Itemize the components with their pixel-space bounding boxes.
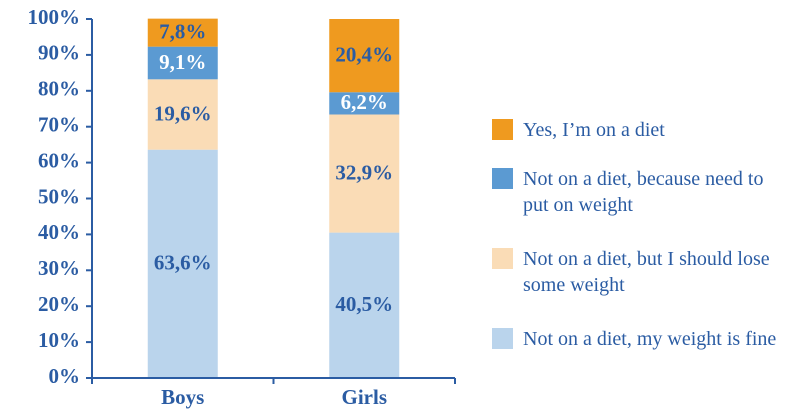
data-label: 32,9% [335, 160, 393, 184]
legend-swatch [492, 248, 513, 269]
legend-swatch [492, 119, 513, 140]
bar-segment [147, 79, 218, 150]
y-tick-label: 50% [38, 184, 80, 208]
bar-segment [329, 114, 400, 233]
legend-item: Not on a diet, my weight is fine [492, 326, 792, 352]
y-tick-label: 30% [38, 256, 80, 280]
legend-label: Not on a diet, because need to put on we… [523, 168, 764, 216]
data-label: 6,2% [341, 90, 388, 114]
data-label: 19,6% [154, 101, 212, 125]
legend-item: Yes, I’m on a diet [492, 117, 792, 143]
y-tick-label: 10% [38, 328, 80, 352]
legend-label: Not on a diet, my weight is fine [523, 328, 777, 350]
legend-label: Not on a diet, but I should lose some we… [523, 248, 770, 296]
legend-item: Not on a diet, but I should lose some we… [492, 246, 792, 298]
bar-segment [329, 19, 400, 93]
legend-label: Yes, I’m on a diet [523, 119, 665, 141]
bar-segment [147, 149, 218, 378]
data-label: 7,8% [159, 19, 206, 43]
y-tick-label: 60% [38, 148, 80, 172]
data-label: 20,4% [335, 42, 393, 66]
legend-swatch [492, 328, 513, 349]
y-tick-label: 70% [38, 113, 80, 137]
y-tick-label: 80% [38, 77, 80, 101]
y-tick-label: 20% [38, 292, 80, 316]
legend-swatch [492, 168, 513, 189]
y-tick-label: 40% [38, 220, 80, 244]
bar-segment [329, 92, 400, 115]
y-tick-label: 90% [38, 41, 80, 65]
bar-segment [329, 232, 400, 378]
bar-segment [147, 46, 218, 80]
data-label: 9,1% [159, 50, 206, 74]
legend: Yes, I’m on a diet Not on a diet, because… [492, 0, 792, 410]
y-tick-label: 0% [49, 364, 81, 388]
legend-item: Not on a diet, because need to put on we… [492, 166, 792, 218]
data-label: 40,5% [335, 292, 393, 316]
data-label: 63,6% [154, 251, 212, 275]
x-tick-label: Girls [342, 385, 388, 409]
y-tick-label: 100% [28, 5, 81, 29]
bar-segment [147, 18, 218, 47]
x-tick-label: Boys [161, 385, 204, 409]
